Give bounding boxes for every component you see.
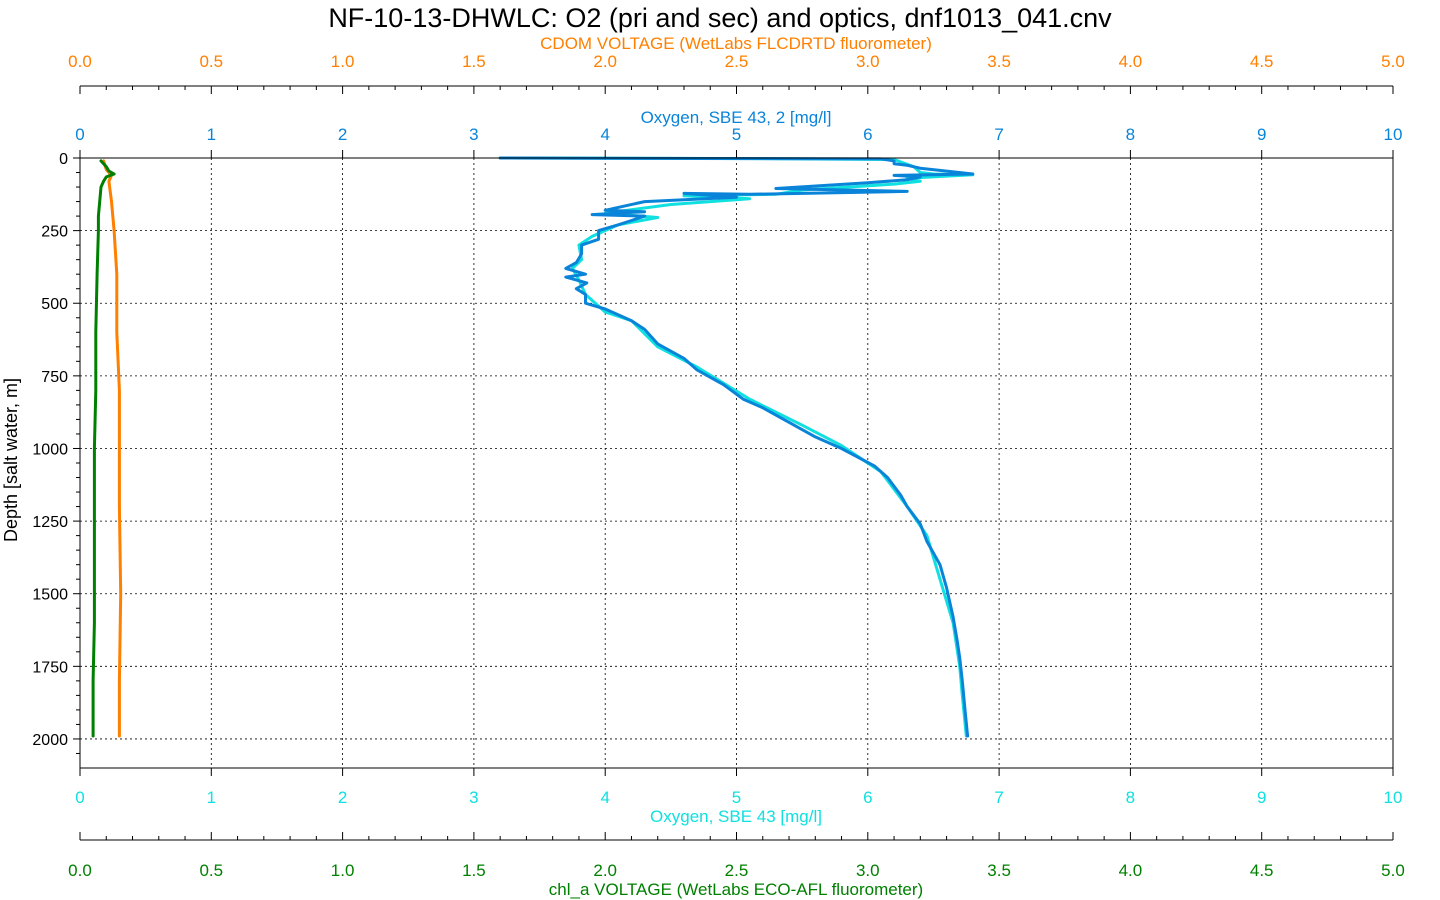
- oxygen2-tick-label: 3: [469, 125, 478, 144]
- oxygen-tick-label: 10: [1384, 788, 1403, 807]
- chla-tick-label: 0.5: [199, 861, 223, 880]
- y-tick-label: 1500: [32, 587, 68, 604]
- oxygen-tick-label: 0: [75, 788, 84, 807]
- chart-title: NF-10-13-DHWLC: O2 (pri and sec) and opt…: [328, 3, 1112, 33]
- oxygen-tick-label: 9: [1257, 788, 1266, 807]
- chla-tick-label: 1.5: [462, 861, 486, 880]
- chla-tick-label: 0.0: [68, 861, 92, 880]
- chla-tick-label: 5.0: [1381, 861, 1405, 880]
- cdom-tick-label: 5.0: [1381, 52, 1405, 71]
- y-tick-label: 250: [41, 224, 68, 241]
- grid: [80, 158, 1393, 768]
- oxygen2-series-line: [498, 156, 975, 738]
- oxygen2-tick-label: 5: [732, 125, 741, 144]
- oxygen2-tick-label: 10: [1384, 125, 1403, 144]
- oxygen-tick-label: 2: [338, 788, 347, 807]
- oxygen2-tick-label: 7: [994, 125, 1003, 144]
- oxygen2-tick-label: 8: [1126, 125, 1135, 144]
- y-tick-label: 0: [59, 151, 68, 168]
- oxygen2-tick-label: 0: [75, 125, 84, 144]
- chla-axis-label: chl_a VOLTAGE (WetLabs ECO-AFL fluoromet…: [549, 880, 923, 899]
- y-tick-label: 500: [41, 296, 68, 313]
- cdom-tick-label: 0.0: [68, 52, 92, 71]
- oxygen-tick-label: 6: [863, 788, 872, 807]
- oxygen2-tick-label: 6: [863, 125, 872, 144]
- cdom-tick-label: 3.0: [856, 52, 880, 71]
- oxygen2-tick-label: 9: [1257, 125, 1266, 144]
- cdom-tick-label: 4.5: [1250, 52, 1274, 71]
- oxygen-tick-label: 8: [1126, 788, 1135, 807]
- oxygen-axis-label: Oxygen, SBE 43 [mg/l]: [650, 807, 822, 826]
- chla-tick-label: 3.5: [987, 861, 1011, 880]
- cdom-tick-label: 1.5: [462, 52, 486, 71]
- cdom-tick-label: 2.5: [725, 52, 749, 71]
- y-tick-label: 2000: [32, 732, 68, 749]
- cdom-tick-label: 4.0: [1119, 52, 1143, 71]
- y-tick-label: 1000: [32, 441, 68, 458]
- cdom-axis-label: CDOM VOLTAGE (WetLabs FLCDRTD fluoromete…: [540, 34, 932, 53]
- cdom-tick-label: 2.0: [593, 52, 617, 71]
- y-tick-label: 750: [41, 369, 68, 386]
- oxygen2-tick-label: 2: [338, 125, 347, 144]
- oxygen2-axis-label: Oxygen, SBE 43, 2 [mg/l]: [641, 108, 832, 127]
- cdom-tick-label: 0.5: [199, 52, 223, 71]
- oxygen-tick-label: 1: [207, 788, 216, 807]
- oxygen-tick-label: 3: [469, 788, 478, 807]
- cdom-tick-label: 1.0: [331, 52, 355, 71]
- chla-tick-label: 3.0: [856, 861, 880, 880]
- chla-series-line: [91, 159, 116, 738]
- oxygen-tick-label: 5: [732, 788, 741, 807]
- y-axis-label: Depth [salt water, m]: [1, 378, 21, 542]
- chla-tick-label: 2.0: [593, 861, 617, 880]
- oxygen2-tick-label: 4: [600, 125, 609, 144]
- chla-tick-label: 1.0: [331, 861, 355, 880]
- chla-tick-label: 4.5: [1250, 861, 1274, 880]
- chla-tick-label: 4.0: [1119, 861, 1143, 880]
- series-layer: [91, 156, 975, 738]
- oxygen2-tick-label: 1: [207, 125, 216, 144]
- cdom-tick-label: 3.5: [987, 52, 1011, 71]
- oxygen-tick-label: 7: [994, 788, 1003, 807]
- y-tick-label: 1250: [32, 514, 68, 531]
- chla-tick-label: 2.5: [725, 861, 749, 880]
- oxygen-tick-label: 4: [600, 788, 609, 807]
- oxygen-series-line: [498, 156, 975, 738]
- y-tick-label: 1750: [32, 659, 68, 676]
